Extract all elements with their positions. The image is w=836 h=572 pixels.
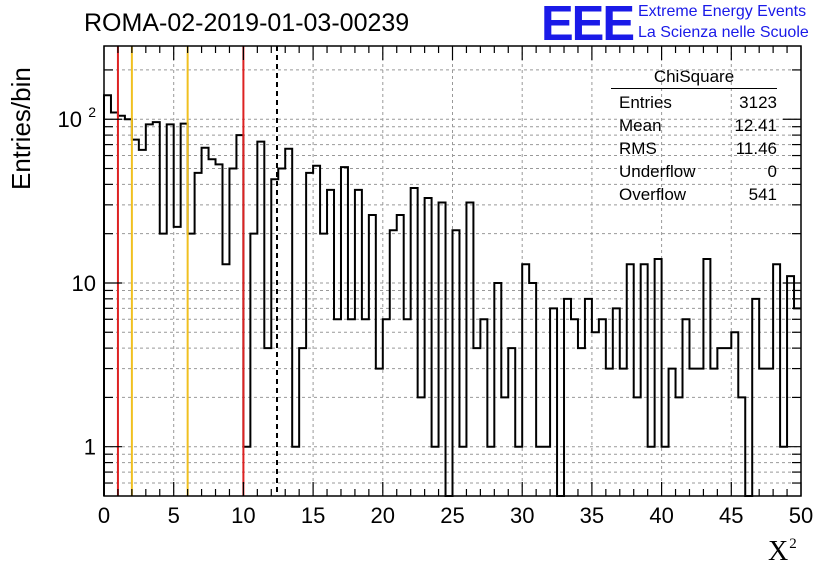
stats-value: 11.46 xyxy=(735,139,777,158)
y-tick-exponent: 2 xyxy=(88,104,96,120)
stats-box: ChiSquare Entries 3123 Mean 12.41 RMS 11.46… xyxy=(611,67,777,206)
stats-row-overflow: Overflow 541 xyxy=(611,183,777,206)
stats-row-entries: Entries 3123 xyxy=(611,91,777,114)
x-tick-label: 30 xyxy=(510,503,534,528)
x-tick-label: 20 xyxy=(371,503,395,528)
histogram-step xyxy=(103,94,801,497)
x-tick-label: 0 xyxy=(98,503,110,528)
stats-row-rms: RMS 11.46 xyxy=(611,137,777,160)
stats-value: 3123 xyxy=(739,93,777,112)
x-axis-label: X2 xyxy=(768,536,797,567)
logo-subtitle-1: Extreme Energy Events xyxy=(638,3,807,20)
logo-subtitle-2: La Scienza nelle Scuole xyxy=(638,24,809,41)
stats-title: ChiSquare xyxy=(611,67,777,89)
y-tick-label: 10 xyxy=(58,107,82,132)
stats-label: Underflow xyxy=(619,162,696,181)
x-tick-label: 40 xyxy=(649,503,673,528)
stats-label: Mean xyxy=(619,116,662,135)
stats-row-mean: Mean 12.41 xyxy=(611,114,777,137)
y-axis-label: Entries/bin xyxy=(6,67,36,190)
stats-label: Overflow xyxy=(619,185,687,204)
y-tick-label: 10 xyxy=(72,271,96,296)
eee-logo: EEE xyxy=(541,0,635,51)
x-tick-label: 35 xyxy=(580,503,604,528)
stats-row-underflow: Underflow 0 xyxy=(611,160,777,183)
x-tick-label: 25 xyxy=(440,503,464,528)
x-tick-label: 50 xyxy=(789,503,813,528)
stats-label: Entries xyxy=(619,93,672,112)
x-tick-label: 5 xyxy=(168,503,180,528)
chart-title: ROMA-02-2019-01-03-00239 xyxy=(84,9,410,37)
x-tick-label: 45 xyxy=(719,503,743,528)
y-tick-label: 1 xyxy=(84,435,96,460)
x-tick-label: 10 xyxy=(231,503,255,528)
stats-value: 0 xyxy=(767,162,777,181)
stats-value: 12.41 xyxy=(734,116,777,135)
stats-value: 541 xyxy=(748,185,777,204)
x-tick-label: 15 xyxy=(301,503,325,528)
stats-label: RMS xyxy=(619,139,657,158)
